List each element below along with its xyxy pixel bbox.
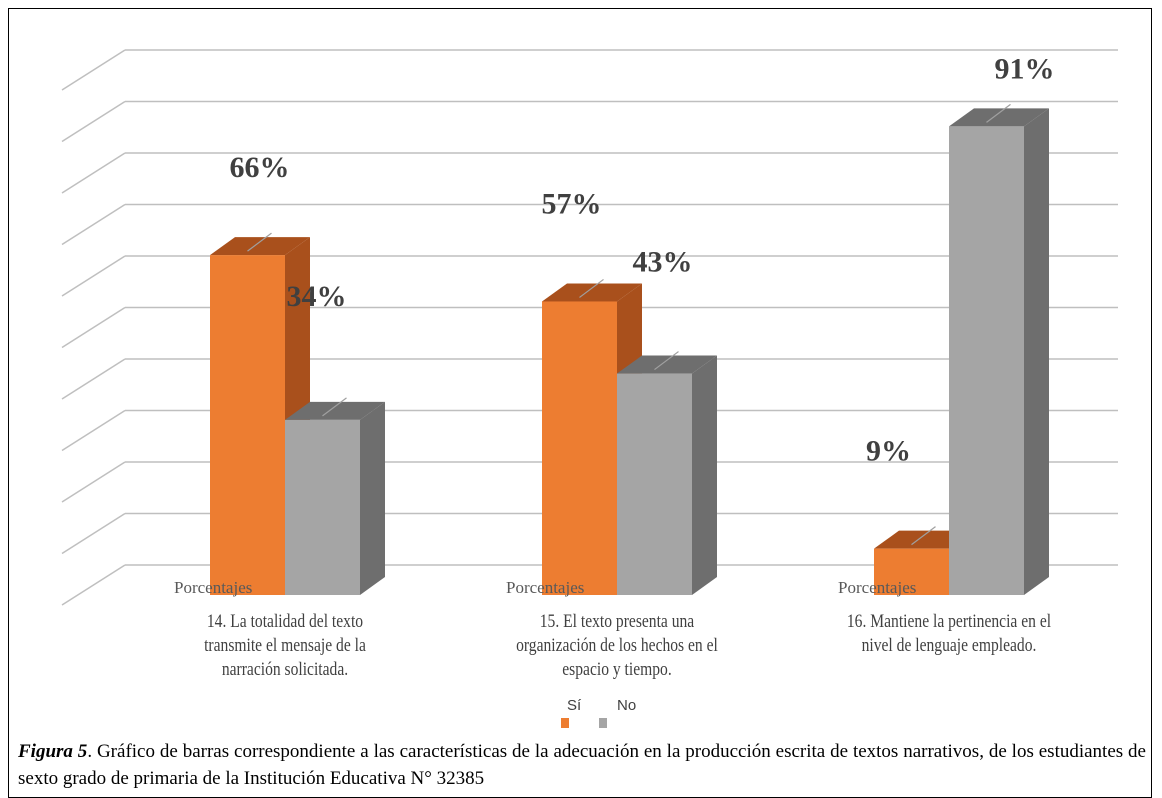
legend-label: Sí	[567, 697, 582, 714]
value-label: 91%	[995, 52, 1055, 85]
axis-name: Porcentajes	[174, 578, 252, 597]
bar-top	[617, 355, 717, 374]
grid-line-side	[61, 203, 126, 246]
value-label: 9%	[866, 435, 911, 468]
bar-side	[692, 355, 717, 595]
category-label: 15. El texto presenta una organización d…	[516, 611, 718, 680]
bar	[874, 548, 949, 595]
caption-lead: Figura 5	[18, 741, 88, 762]
grid-line-side	[61, 255, 126, 297]
bar	[617, 373, 692, 595]
leader-line	[579, 278, 604, 298]
bar-top	[285, 401, 385, 420]
value-label: 57%	[542, 187, 602, 220]
value-label: 34%	[287, 280, 347, 313]
legend-swatch	[561, 718, 569, 728]
bar-top	[949, 108, 1049, 127]
leader-line	[986, 103, 1011, 123]
legend-label: No	[617, 697, 636, 714]
caption: Figura 5. Gráfico de barras correspondie…	[18, 738, 1146, 792]
leader-line	[322, 397, 347, 417]
leader-line	[911, 526, 936, 546]
grid-line-side	[61, 152, 126, 194]
axis-name: Porcentajes	[838, 578, 916, 597]
grid-line-side	[61, 100, 126, 143]
category-label: 16. Mantiene la pertinencia en el nivel …	[846, 611, 1052, 656]
grid-line-side	[61, 306, 126, 349]
bar	[285, 419, 360, 595]
grid-line-side	[61, 564, 126, 606]
leader-line	[654, 351, 679, 371]
bar	[542, 301, 617, 595]
bar	[210, 255, 285, 595]
legend-swatch	[599, 718, 607, 728]
caption-text: . Gráfico de barras correspondiente a la…	[18, 741, 1146, 789]
category-label: 14. La totalidad del texto transmite el …	[204, 611, 366, 680]
bar-top	[542, 283, 642, 302]
grid-line-side	[61, 358, 126, 400]
value-label: 66%	[230, 151, 290, 184]
grid-line-side	[61, 461, 126, 503]
bar	[949, 126, 1024, 595]
grid-line-side	[61, 49, 126, 91]
bar-side	[1024, 108, 1049, 595]
grid-line-side	[61, 409, 126, 452]
leader-line	[247, 232, 272, 252]
value-label: 43%	[633, 246, 693, 279]
bar-side	[360, 401, 385, 595]
axis-name: Porcentajes	[506, 578, 584, 597]
grid-line-side	[61, 512, 126, 555]
bar-top	[210, 237, 310, 256]
